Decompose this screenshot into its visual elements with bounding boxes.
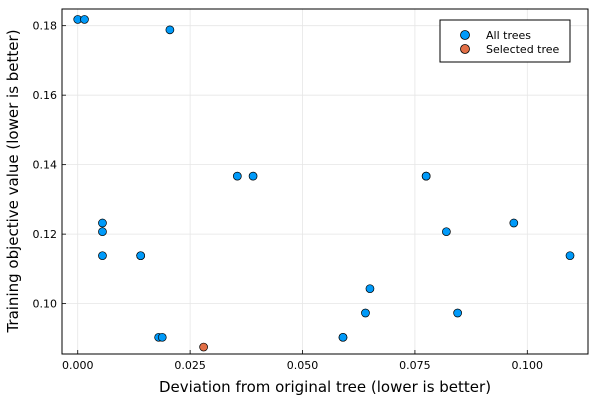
legend-marker-selected-tree bbox=[460, 44, 470, 54]
data-point-all-trees bbox=[361, 308, 370, 318]
data-point-all-trees bbox=[98, 218, 107, 228]
legend: All trees Selected tree bbox=[439, 19, 571, 63]
x-tick-label: 0.075 bbox=[399, 359, 431, 372]
legend-marker-all-trees bbox=[460, 30, 470, 40]
data-point-all-trees bbox=[442, 227, 451, 237]
data-point-all-trees bbox=[98, 227, 107, 237]
data-point-all-trees bbox=[98, 251, 107, 261]
x-tick-label: 0.025 bbox=[174, 359, 206, 372]
data-point-all-trees bbox=[365, 284, 375, 294]
y-tick-label: 0.14 bbox=[33, 159, 58, 172]
y-axis-title: Training objective value (lower is bette… bbox=[4, 29, 22, 333]
data-point-all-trees bbox=[165, 25, 175, 35]
data-point-all-trees bbox=[136, 251, 146, 261]
legend-box bbox=[439, 19, 571, 63]
y-tick-label: 0.18 bbox=[33, 20, 58, 33]
legend-label-all-trees: All trees bbox=[486, 29, 531, 42]
data-point-all-trees bbox=[509, 218, 519, 228]
x-tick-label: 0.100 bbox=[512, 359, 544, 372]
data-point-all-trees bbox=[80, 15, 89, 24]
data-point-all-trees bbox=[232, 171, 242, 181]
data-point-all-trees bbox=[338, 332, 348, 342]
data-point-all-trees bbox=[248, 171, 258, 181]
plot-frame bbox=[61, 8, 589, 355]
data-points bbox=[73, 15, 575, 352]
y-tick-label: 0.16 bbox=[33, 89, 58, 102]
data-point-all-trees bbox=[421, 171, 431, 181]
x-axis-title: Deviation from original tree (lower is b… bbox=[159, 378, 491, 396]
y-tick-label: 0.10 bbox=[33, 298, 58, 311]
data-point-all-trees bbox=[453, 308, 462, 318]
data-point-all-trees bbox=[157, 332, 167, 342]
data-point-selected-tree bbox=[199, 342, 208, 352]
legend-label-selected-tree: Selected tree bbox=[486, 43, 560, 56]
axis-ticks: 0.000 0.025 0.050 0.075 0.100 0.10 0.12 0.14 0.1… bbox=[33, 20, 544, 372]
x-tick-label: 0.000 bbox=[62, 359, 94, 372]
y-tick-label: 0.12 bbox=[33, 228, 58, 241]
x-tick-label: 0.050 bbox=[287, 359, 319, 372]
data-point-all-trees bbox=[565, 251, 575, 261]
